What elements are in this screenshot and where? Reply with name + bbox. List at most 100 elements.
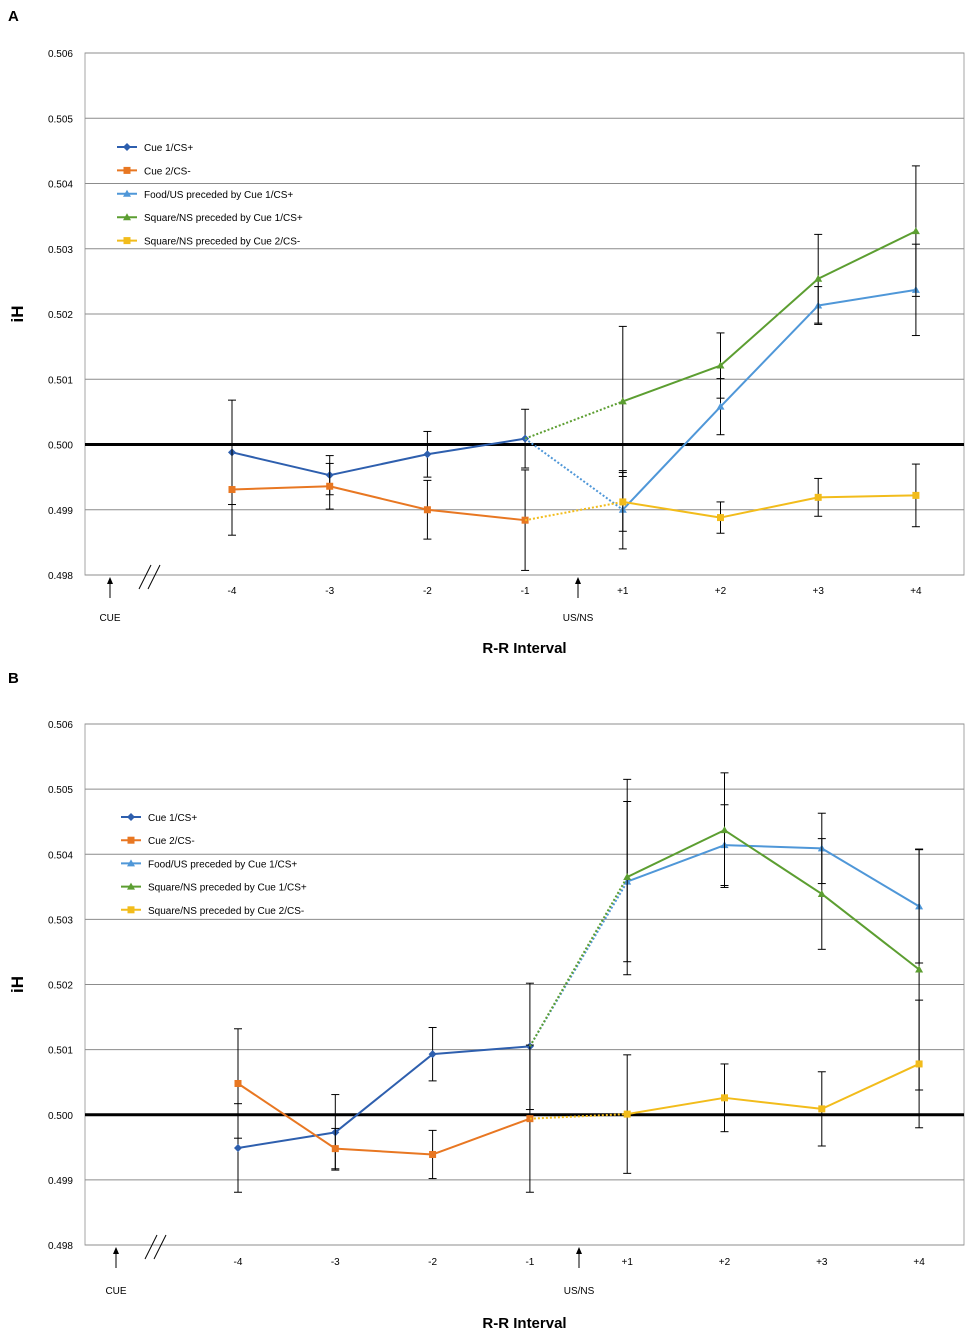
chart-b-data-point — [623, 873, 632, 881]
chart-b-xtick-label: -1 — [525, 1257, 534, 1268]
chart-b-data-point — [817, 889, 826, 897]
panel-label-a: A — [8, 8, 19, 25]
chart-a-legend-label: Cue 1/CS+ — [144, 143, 193, 154]
chart-a-xtick-label: +3 — [812, 586, 824, 597]
chart-b-series-line — [724, 1096, 822, 1110]
chart-a-series-line — [329, 453, 428, 477]
chart-a-xtick-label: +1 — [617, 586, 629, 597]
chart-a-series-line — [719, 278, 819, 367]
chart-b-series-line — [529, 876, 629, 1047]
chart-b-xtick-label: +3 — [816, 1257, 828, 1268]
chart-a-onset-label: US/NS — [563, 613, 594, 624]
chart-a-series-line — [622, 405, 722, 511]
chart-a-ytick-label: 0.503 — [48, 245, 73, 256]
chart-b-series-3 — [529, 772, 924, 1091]
chart-a-series-2 — [524, 243, 920, 550]
chart-b-series-line — [432, 1045, 530, 1056]
chart-a-legend-label: Cue 2/CS- — [144, 166, 191, 177]
chart-b-data-point — [915, 965, 924, 973]
chart-a-series-line — [231, 451, 330, 477]
chart-b-series-line — [432, 1117, 531, 1156]
chart-a-series-line — [427, 508, 526, 522]
chart-a-data-point — [618, 397, 627, 405]
chart-b-xtick-label: -3 — [331, 1257, 340, 1268]
chart-a-cue-label: CUE — [99, 613, 120, 624]
chart-b-data-point — [818, 1105, 826, 1113]
chart-b-series-line — [821, 893, 920, 971]
chart-b-data-point — [720, 826, 729, 834]
chart-b-series-line — [724, 844, 822, 850]
chart-b-legend-label: Square/NS preceded by Cue 1/CS+ — [148, 883, 307, 894]
chart-b-ytick-label: 0.504 — [48, 850, 73, 861]
chart-b-data-point — [721, 1094, 728, 1102]
chart-a-data-point — [423, 506, 431, 514]
chart-b-ylabel: iH — [8, 976, 27, 993]
chart-a-ytick-label: 0.498 — [48, 571, 73, 582]
chart-b-ytick-label: 0.501 — [48, 1046, 73, 1057]
chart-b-data-point — [428, 1050, 437, 1059]
chart-b-ytick-label: 0.498 — [48, 1241, 73, 1252]
chart-a-onset-arrowhead — [575, 577, 581, 584]
chart-b-xlabel: R-R Interval — [482, 1315, 566, 1332]
chart-a-series-line — [329, 485, 428, 511]
chart-a-data-point — [716, 402, 725, 410]
chart-a-ytick-label: 0.506 — [48, 49, 73, 60]
chart-b-series-line — [334, 1053, 434, 1134]
chart-a-ytick-label: 0.504 — [48, 180, 73, 191]
chart-a-axis-break — [138, 564, 152, 590]
chart-b-data-point — [915, 1060, 923, 1068]
chart-a-xlabel: R-R Interval — [482, 640, 566, 657]
chart-a-svg: 0.498 0.499 0.500 0.501 0.502 0.503 0.504 0.505… — [8, 49, 965, 657]
chart-b-legend-label: Food/US preceded by Cue 1/CS+ — [148, 859, 297, 870]
chart-a-legend-marker — [123, 213, 131, 221]
chart-a-xtick-label: -3 — [325, 586, 334, 597]
chart-b-series-line — [237, 1131, 336, 1149]
chart-a-series-line — [720, 496, 819, 519]
chart-a-series-3 — [524, 165, 920, 477]
chart-b-xtick-label: +4 — [913, 1257, 925, 1268]
chart-a-series-line — [719, 304, 819, 408]
chart-a-ylabel: iH — [8, 306, 27, 323]
chart-b-series-2 — [529, 800, 924, 1047]
chart-b-svg: 0.498 0.499 0.500 0.501 0.502 0.503 0.504 0.505… — [8, 720, 965, 1332]
chart-b-data-point — [234, 1079, 242, 1087]
chart-a-cue-arrowhead — [107, 577, 113, 584]
chart-a-data-point — [619, 498, 627, 506]
chart-a-data-point — [326, 482, 334, 490]
chart-b-series-line — [237, 1082, 336, 1150]
chart-a-legend-marker — [123, 237, 131, 245]
chart-a-legend-marker — [123, 189, 131, 197]
chart-b-legend-marker — [127, 882, 135, 890]
chart-a-data-point — [911, 227, 920, 235]
chart-a-series-line — [427, 437, 526, 456]
chart-a-data-point — [814, 493, 822, 501]
chart-a-ytick-label: 0.499 — [48, 506, 73, 517]
chart-a-series-line — [818, 494, 916, 499]
chart-b-legend-label: Cue 1/CS+ — [148, 813, 197, 824]
chart-b-data-point — [623, 1110, 631, 1118]
chart-a-series-line — [524, 437, 624, 511]
chart-a-legend-label: Square/NS preceded by Cue 1/CS+ — [144, 213, 303, 224]
chart-a-series-line — [524, 400, 624, 440]
chart-a-data-point — [423, 450, 432, 459]
chart-a-xtick-label: +2 — [715, 586, 727, 597]
chart-a-series-4 — [524, 463, 920, 534]
chart-a-xtick-label: +4 — [910, 586, 922, 597]
chart-b-ytick-label: 0.505 — [48, 785, 73, 796]
panel-label-b: B — [8, 670, 19, 687]
chart-b-onset-label: US/NS — [564, 1286, 595, 1297]
chart-b-data-point — [234, 1143, 242, 1152]
chart-b-series-line — [821, 1063, 920, 1110]
chart-b-legend-marker — [127, 813, 135, 821]
chart-b-ytick-label: 0.500 — [48, 1111, 73, 1122]
chart-b-series-0 — [234, 982, 534, 1193]
chart-a-data-point — [716, 361, 725, 369]
chart-a-ytick-label: 0.502 — [48, 310, 73, 321]
chart-a-xtick-label: -1 — [521, 586, 530, 597]
chart-panel-a: A 0.498 0.499 0.500 0.501 0.502 0.503 0.504 0.5… — [0, 0, 975, 668]
chart-a-series-line — [231, 485, 330, 491]
chart-b-xtick-label: -4 — [234, 1257, 243, 1268]
chart-a-series-line — [817, 230, 917, 280]
chart-a-legend-marker — [123, 143, 131, 151]
chart-b-series-line — [626, 829, 725, 878]
